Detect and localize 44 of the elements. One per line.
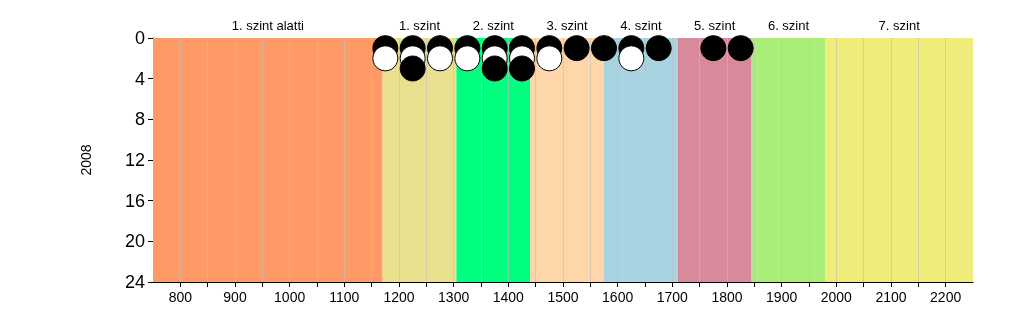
point: [427, 45, 453, 72]
y-axis-title: 2008: [78, 144, 94, 176]
x-tick-label: 2000: [820, 289, 853, 305]
x-tick-label: 2200: [930, 289, 962, 305]
point: [727, 35, 754, 62]
x-tick-label: 1000: [274, 289, 306, 305]
x-tick-label: 1900: [766, 289, 798, 305]
y-tick-label: 12: [124, 150, 145, 170]
point: [645, 35, 672, 62]
point: [372, 45, 399, 72]
band-label: 3. szint: [546, 18, 589, 33]
point: [591, 35, 617, 62]
x-tick-label: 1400: [492, 289, 525, 305]
band-label: 1. szint: [398, 18, 441, 33]
x-tick-label: 1500: [547, 289, 579, 305]
point: [454, 45, 481, 72]
point: [700, 35, 727, 62]
x-tick-label: 800: [168, 289, 193, 305]
x-tick-label: 1100: [329, 289, 360, 305]
band-label: 5. szint: [694, 18, 736, 33]
x-tick-label: 1200: [383, 289, 415, 305]
y-tick-label: 24: [124, 272, 145, 292]
point: [481, 55, 508, 82]
x-tick-label: 2100: [875, 289, 907, 305]
band-label: 6. szint: [767, 18, 810, 33]
y-tick-label: 20: [124, 231, 145, 252]
point: [563, 35, 590, 62]
x-tick-label: 900: [223, 289, 247, 305]
y-tick-label: 0: [134, 28, 145, 48]
y-tick-label: 8: [134, 109, 145, 130]
point: [399, 55, 426, 82]
band-label: 4. szint: [620, 18, 662, 33]
x-tick-label: 1600: [602, 289, 634, 305]
band-label: 2. szint: [472, 18, 515, 33]
band-label: 7. szint: [878, 18, 921, 33]
point: [509, 55, 535, 82]
y-tick-label: 16: [124, 190, 145, 211]
point: [618, 45, 645, 72]
x-tick-label: 1300: [438, 289, 470, 305]
x-tick-label: 1800: [711, 289, 743, 305]
band-label: 1. szint alatti: [231, 18, 305, 33]
x-tick-label: 1700: [656, 289, 689, 305]
y-tick-label: 4: [134, 68, 145, 89]
point: [536, 45, 563, 72]
